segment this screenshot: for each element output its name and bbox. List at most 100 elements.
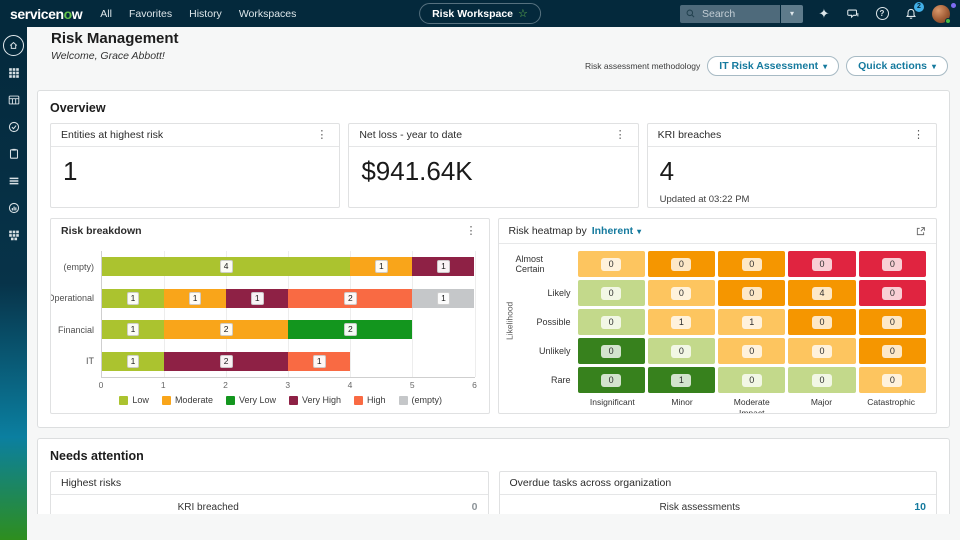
heatmap-cell[interactable]: 0 bbox=[718, 280, 785, 306]
heatmap-cell[interactable]: 1 bbox=[718, 309, 785, 335]
heatmap-cell[interactable]: 0 bbox=[578, 338, 645, 364]
bar-segment-high[interactable]: 1 bbox=[288, 352, 350, 371]
bar-value-label: 1 bbox=[127, 323, 140, 336]
heatmap-cell[interactable]: 0 bbox=[718, 338, 785, 364]
legend-swatch bbox=[354, 396, 363, 405]
sidebar-item-tasks[interactable] bbox=[0, 113, 27, 140]
bar-segment-low[interactable]: 1 bbox=[102, 289, 164, 308]
methodology-dropdown-button[interactable]: IT Risk Assessment ▾ bbox=[707, 56, 839, 76]
bar-segment-low[interactable]: 1 bbox=[102, 352, 164, 371]
heatmap-cell[interactable]: 0 bbox=[718, 367, 785, 393]
kpi-card-header: KRI breaches ⋮ bbox=[648, 124, 936, 147]
breakdown-plot: 41111121122121 bbox=[101, 251, 475, 378]
heatmap-cell[interactable]: 0 bbox=[648, 338, 715, 364]
nav-item-workspaces[interactable]: Workspaces bbox=[239, 8, 297, 20]
heatmap-cell[interactable]: 4 bbox=[788, 280, 855, 306]
bar-segment-moderate[interactable]: 1 bbox=[164, 289, 226, 308]
heatmap-cell[interactable]: 0 bbox=[578, 309, 645, 335]
bar-segment-moderate[interactable]: 2 bbox=[164, 320, 288, 339]
heatmap-cell[interactable]: 1 bbox=[648, 309, 715, 335]
sidebar-item-home[interactable] bbox=[0, 32, 27, 59]
heatmap-column-label: Catastrophic bbox=[856, 397, 926, 407]
search-icon bbox=[685, 8, 696, 19]
bar-segment-high[interactable]: 2 bbox=[288, 289, 412, 308]
sidebar-item-org[interactable] bbox=[0, 221, 27, 248]
star-icon[interactable]: ☆ bbox=[518, 7, 528, 20]
heatmap-cell[interactable]: 0 bbox=[788, 367, 855, 393]
kpi-card-1[interactable]: Entities at highest risk⋮1 bbox=[50, 123, 340, 208]
heatmap-cell[interactable]: 0 bbox=[788, 338, 855, 364]
bar-segment-veryhigh[interactable]: 1 bbox=[412, 257, 474, 276]
heatmap-cell[interactable]: 0 bbox=[648, 251, 715, 277]
heatmap-row-label: Almost Certain bbox=[516, 251, 578, 277]
kpi-card-2[interactable]: Net loss - year to date⋮$941.64K bbox=[348, 123, 638, 208]
risk-heatmap-header: Risk heatmap by Inherent ▾ bbox=[499, 219, 937, 244]
workspace-pill[interactable]: Risk Workspace ☆ bbox=[419, 3, 541, 24]
y-axis-label: IT bbox=[51, 352, 100, 371]
bar-segment-veryhigh[interactable]: 1 bbox=[226, 289, 288, 308]
heatmap-cell[interactable]: 0 bbox=[788, 251, 855, 277]
needs-attention-card-1[interactable]: Highest risksKRI breached0 bbox=[50, 471, 489, 514]
needs-card-row[interactable]: KRI breached0 bbox=[51, 495, 488, 514]
heatmap-cell[interactable]: 0 bbox=[859, 280, 926, 306]
search-input[interactable] bbox=[700, 7, 778, 21]
user-avatar[interactable] bbox=[932, 5, 950, 23]
nav-item-history[interactable]: History bbox=[189, 8, 222, 20]
heatmap-cell-value: 0 bbox=[812, 258, 832, 271]
y-axis-label: Financial bbox=[51, 320, 100, 339]
needs-attention-card-2[interactable]: Overdue tasks across organizationRisk as… bbox=[499, 471, 938, 514]
kebab-menu-icon[interactable]: ⋮ bbox=[911, 130, 926, 141]
kebab-menu-icon[interactable]: ⋮ bbox=[464, 226, 479, 237]
bar-segment-verylow[interactable]: 2 bbox=[288, 320, 412, 339]
heatmap-cell[interactable]: 0 bbox=[859, 367, 926, 393]
x-axis-tick: 6 bbox=[472, 380, 477, 390]
heatmap-cell[interactable]: 0 bbox=[648, 280, 715, 306]
bar-segment-empty[interactable]: 1 bbox=[412, 289, 474, 308]
bar-segment-veryhigh[interactable]: 2 bbox=[164, 352, 288, 371]
heatmap-cell[interactable]: 0 bbox=[859, 309, 926, 335]
heatmap-mode-dropdown[interactable]: Inherent ▾ bbox=[592, 225, 641, 237]
notifications-bell-icon[interactable]: 2 bbox=[903, 6, 919, 22]
heatmap-cell[interactable]: 0 bbox=[578, 280, 645, 306]
kebab-menu-icon[interactable]: ⋮ bbox=[613, 130, 628, 141]
heatmap-cell-value: 0 bbox=[601, 374, 621, 387]
search-field[interactable] bbox=[680, 5, 780, 23]
heatmap-cell-value: 0 bbox=[812, 374, 832, 387]
sidebar-item-list[interactable] bbox=[0, 167, 27, 194]
legend-swatch bbox=[289, 396, 298, 405]
kpi-card-title: Entities at highest risk bbox=[61, 129, 163, 141]
sidebar-item-apps[interactable] bbox=[0, 59, 27, 86]
nav-item-favorites[interactable]: Favorites bbox=[129, 8, 172, 20]
heatmap-cell[interactable]: 0 bbox=[859, 338, 926, 364]
sidebar-item-clipboard[interactable] bbox=[0, 140, 27, 167]
heatmap-cell[interactable]: 0 bbox=[718, 251, 785, 277]
sidebar-item-globe[interactable] bbox=[0, 194, 27, 221]
sparkle-icon[interactable]: ✦ bbox=[816, 6, 832, 22]
x-axis-tick: 3 bbox=[285, 380, 290, 390]
kpi-card-title: KRI breaches bbox=[658, 129, 722, 141]
heatmap-cell[interactable]: 1 bbox=[648, 367, 715, 393]
chat-icon[interactable] bbox=[845, 6, 861, 22]
heatmap-cell[interactable]: 0 bbox=[788, 309, 855, 335]
quick-actions-button[interactable]: Quick actions ▾ bbox=[846, 56, 948, 76]
needs-card-row[interactable]: Risk assessments10 bbox=[500, 495, 937, 514]
servicenow-logo[interactable]: servicenow bbox=[10, 6, 82, 22]
kpi-value: 4 bbox=[648, 147, 936, 187]
search-box: ▾ bbox=[680, 5, 803, 23]
sidebar-item-table[interactable] bbox=[0, 86, 27, 113]
heatmap-cell[interactable]: 0 bbox=[578, 367, 645, 393]
legend-label: Low bbox=[132, 395, 149, 405]
breakdown-legend: LowModerateVery LowVery HighHigh(empty) bbox=[87, 395, 475, 405]
kpi-card-3[interactable]: KRI breaches⋮4Updated at 03:22 PM bbox=[647, 123, 937, 208]
heatmap-cell-value: 1 bbox=[742, 316, 762, 329]
bar-segment-moderate[interactable]: 1 bbox=[350, 257, 412, 276]
open-in-new-icon[interactable] bbox=[915, 226, 926, 237]
search-scope-dropdown[interactable]: ▾ bbox=[781, 5, 803, 23]
help-icon[interactable]: ? bbox=[874, 6, 890, 22]
heatmap-cell[interactable]: 0 bbox=[859, 251, 926, 277]
nav-item-all[interactable]: All bbox=[100, 8, 112, 20]
bar-segment-low[interactable]: 1 bbox=[102, 320, 164, 339]
kebab-menu-icon[interactable]: ⋮ bbox=[314, 130, 329, 141]
heatmap-cell[interactable]: 0 bbox=[578, 251, 645, 277]
bar-segment-low[interactable]: 4 bbox=[102, 257, 350, 276]
